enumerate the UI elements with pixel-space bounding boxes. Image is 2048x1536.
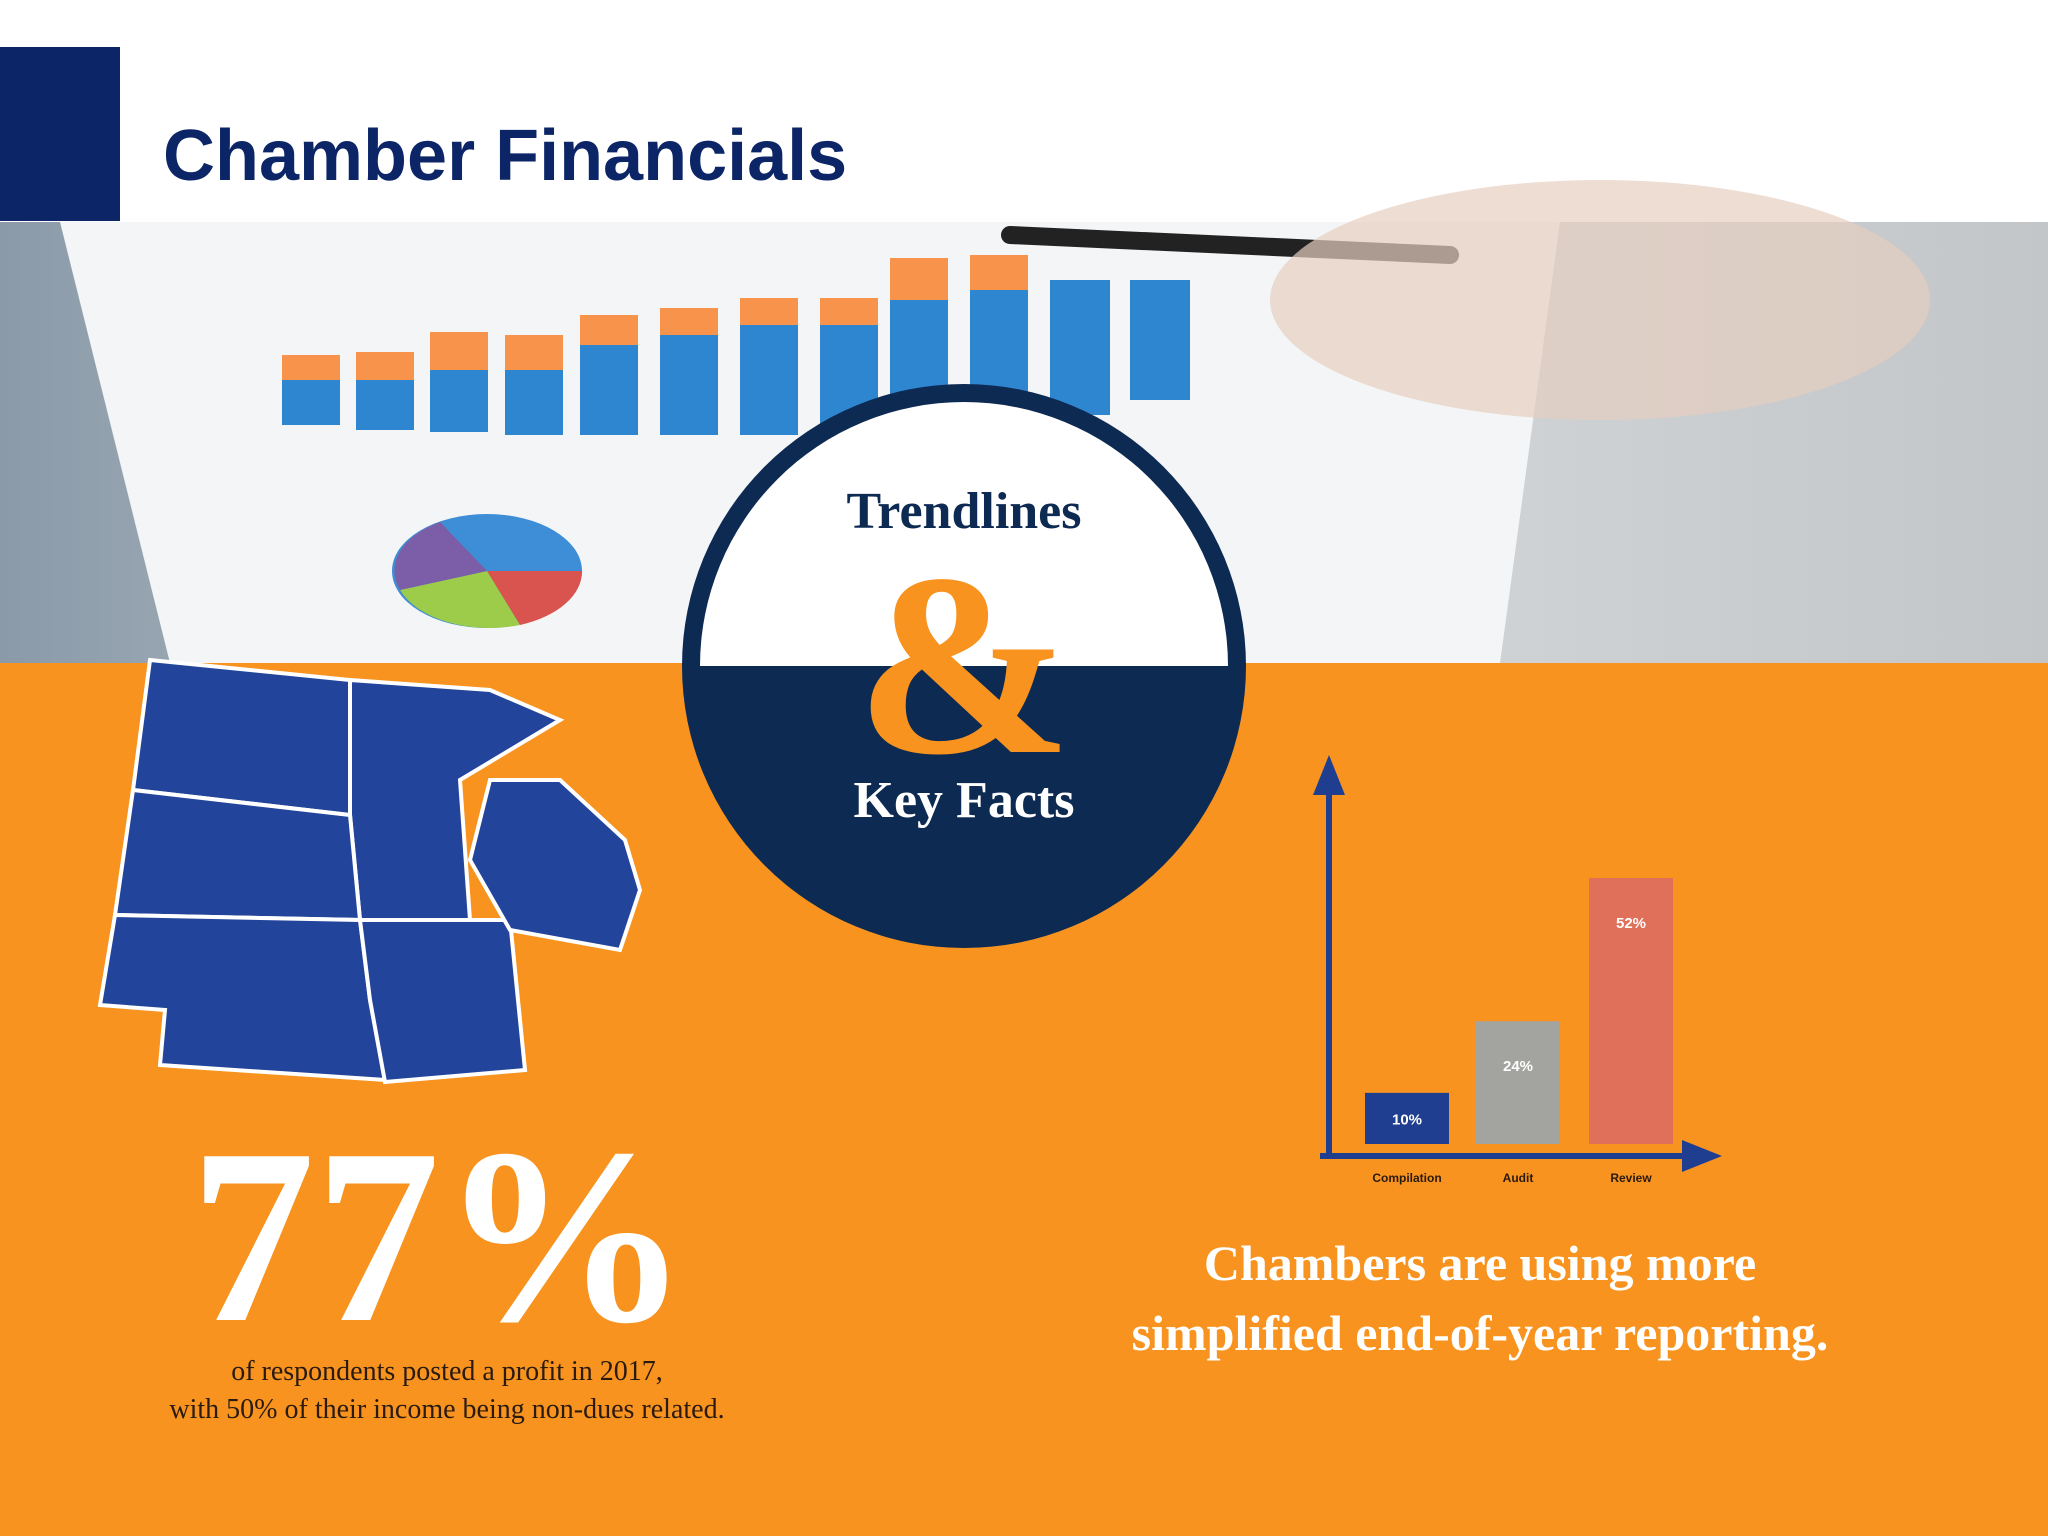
stat-caption: of respondents posted a profit in 2017,	[231, 1356, 663, 1387]
bar-value-label: 24%	[1503, 1058, 1533, 1075]
bar	[1589, 878, 1673, 1144]
category-label: Review	[1610, 1171, 1652, 1185]
stat-value: 77%	[190, 1098, 690, 1375]
headline: simplified end-of-year reporting.	[1132, 1305, 1829, 1361]
category-label: Audit	[1503, 1171, 1534, 1185]
slide-title: Chamber Financials	[163, 116, 847, 196]
category-label: Compilation	[1372, 1171, 1441, 1185]
region-map	[97, 657, 643, 1085]
badge-bottom: Key Facts	[854, 772, 1075, 829]
bar	[1476, 1021, 1560, 1144]
headline: Chambers are using more	[1204, 1235, 1756, 1291]
badge-top: Trendlines	[846, 483, 1081, 540]
stat-caption: with 50% of their income being non-dues …	[169, 1394, 724, 1425]
title-accent	[0, 47, 120, 221]
bar-chart: 10% Compilation 24% Audit 52% Review	[1313, 755, 1722, 1185]
bar-value-label: 52%	[1616, 915, 1646, 932]
bar	[1365, 1092, 1449, 1144]
badge: Trendlines & Key Facts	[682, 384, 1246, 948]
bar-value-label: 10%	[1392, 1111, 1422, 1128]
badge-ampersand: &	[856, 521, 1073, 809]
